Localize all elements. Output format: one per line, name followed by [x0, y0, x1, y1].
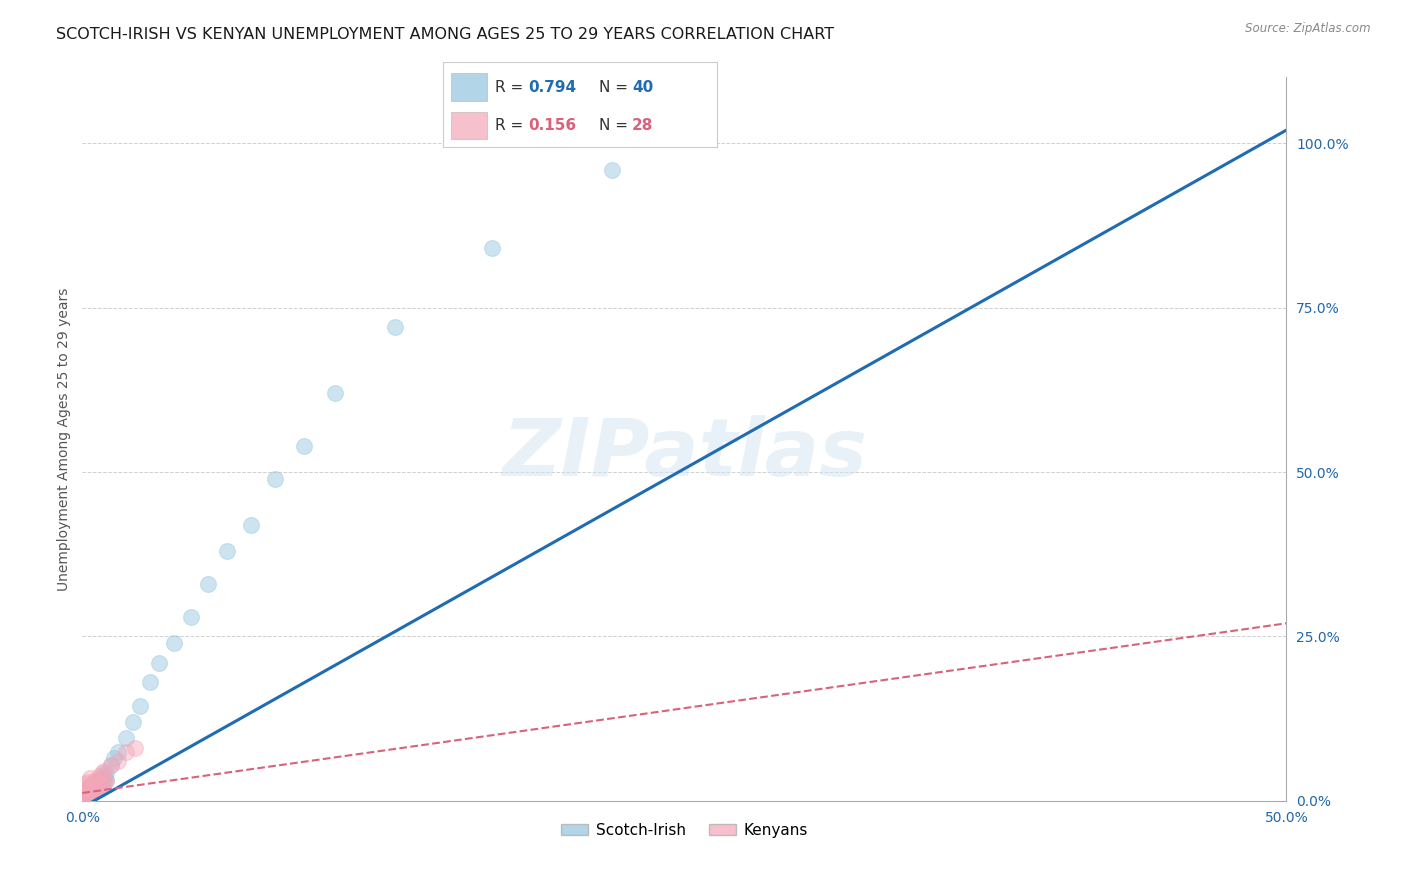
Point: [129, 698, 152, 713]
Text: 0.156: 0.156: [527, 118, 576, 133]
Point: [73, 777, 96, 791]
Point: [76, 780, 98, 795]
Text: 0.794: 0.794: [527, 79, 576, 95]
Point: [79, 782, 101, 797]
Text: R =: R =: [495, 118, 523, 133]
Point: [163, 636, 186, 650]
Point: [73, 790, 96, 805]
Point: [86, 780, 108, 795]
Text: ZIPatlas: ZIPatlas: [502, 415, 868, 492]
Point: [323, 386, 346, 401]
Bar: [451, 73, 486, 101]
Point: [86, 775, 108, 789]
Point: [83, 777, 105, 791]
Text: Source: ZipAtlas.com: Source: ZipAtlas.com: [1246, 22, 1371, 36]
Point: [79, 786, 101, 800]
Point: [80, 784, 103, 798]
Point: [73, 782, 96, 797]
Legend: Scotch-Irish, Kenyans: Scotch-Irish, Kenyans: [554, 817, 814, 844]
Point: [79, 771, 101, 785]
Point: [76, 787, 98, 801]
Point: [83, 774, 105, 789]
Text: 28: 28: [633, 118, 654, 133]
Point: [90, 766, 112, 780]
Point: [79, 780, 101, 794]
Point: [80, 784, 103, 798]
Point: [89, 780, 111, 794]
Point: [89, 772, 111, 787]
Point: [215, 544, 238, 558]
Point: [96, 766, 118, 780]
Point: [79, 787, 101, 801]
Y-axis label: Unemployment Among Ages 25 to 29 years: Unemployment Among Ages 25 to 29 years: [58, 287, 72, 591]
Point: [73, 784, 96, 798]
Point: [76, 786, 98, 800]
Point: [76, 789, 98, 803]
Point: [93, 774, 115, 789]
Point: [86, 772, 108, 787]
Point: [80, 777, 103, 791]
Point: [103, 751, 125, 765]
Point: [73, 787, 96, 801]
Point: [89, 769, 111, 783]
Point: [90, 777, 112, 791]
Point: [264, 472, 287, 486]
Point: [100, 757, 122, 772]
Point: [83, 782, 105, 797]
Point: [89, 780, 111, 794]
Point: [83, 782, 105, 797]
Point: [72, 790, 94, 805]
Point: [114, 745, 136, 759]
Bar: [451, 112, 486, 139]
Point: [600, 162, 623, 177]
Point: [239, 517, 262, 532]
Point: [180, 609, 202, 624]
Point: [138, 675, 160, 690]
Text: R =: R =: [495, 79, 523, 95]
Point: [100, 757, 122, 772]
Point: [93, 775, 115, 789]
Point: [384, 320, 406, 334]
Point: [107, 755, 129, 769]
Point: [80, 780, 103, 794]
Point: [481, 242, 503, 256]
Point: [197, 577, 219, 591]
Point: [72, 786, 94, 800]
Point: [90, 771, 112, 785]
Point: [76, 775, 98, 789]
Point: [96, 774, 118, 789]
Text: N =: N =: [599, 79, 628, 95]
Point: [124, 741, 146, 756]
Point: [93, 769, 115, 783]
Text: SCOTCH-IRISH VS KENYAN UNEMPLOYMENT AMONG AGES 25 TO 29 YEARS CORRELATION CHART: SCOTCH-IRISH VS KENYAN UNEMPLOYMENT AMON…: [56, 27, 834, 42]
Text: 40: 40: [633, 79, 654, 95]
Point: [107, 745, 129, 759]
Point: [148, 656, 170, 670]
Point: [292, 439, 315, 453]
Point: [93, 764, 115, 779]
Point: [114, 731, 136, 746]
Point: [90, 777, 112, 791]
Point: [96, 772, 118, 787]
Text: N =: N =: [599, 118, 628, 133]
Point: [86, 780, 108, 795]
Point: [73, 789, 96, 803]
Point: [121, 714, 143, 729]
